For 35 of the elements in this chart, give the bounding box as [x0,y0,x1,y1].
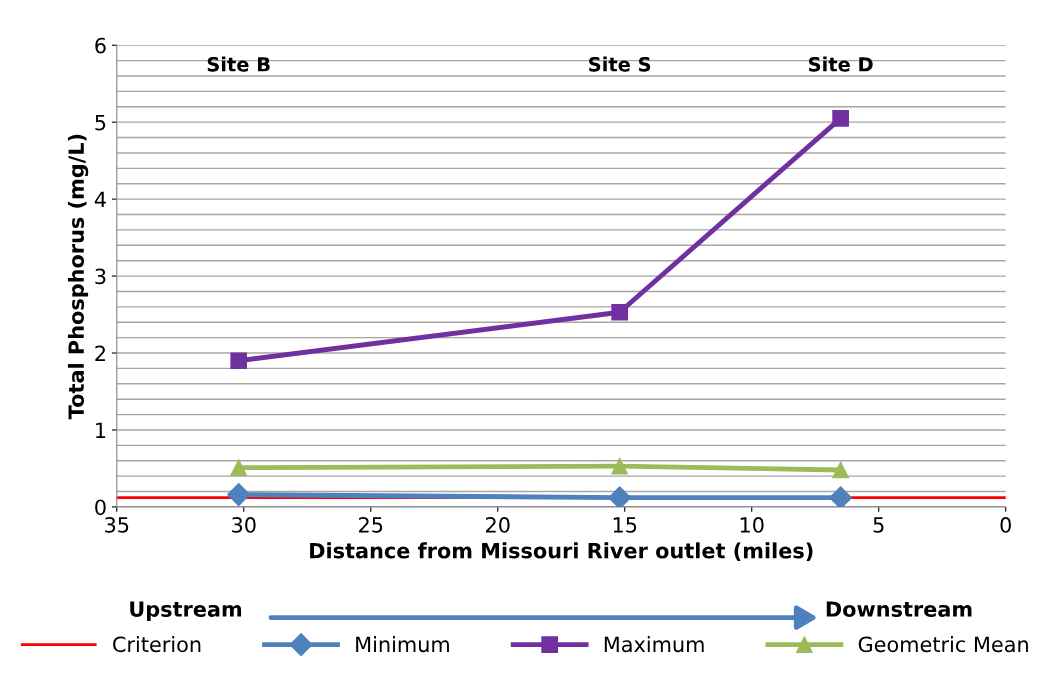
text: Upstream [130,601,242,621]
point [230,352,248,370]
legend-label: Geometric Mean [858,636,1028,653]
y-tick-label: 2 [95,345,105,361]
x-tick-label: 30 [232,517,256,533]
legend-label: Criterion [113,636,201,653]
point [608,486,632,507]
y-tick-label: 1 [96,422,106,438]
point [611,303,628,321]
y-tick-label: 4 [94,191,106,208]
x-tick-label: 25 [359,517,383,533]
point [611,457,628,475]
x-tick-label: 20 [486,517,510,533]
annotation: Site B [207,56,270,72]
x-tick-label: 10 [740,517,764,533]
legend-label: Minimum [356,636,449,653]
y-axis-title: Total Phosphorus (mg/L) [67,134,89,420]
x-axis-title: Distance from Missouri River outlet (miles) [310,542,813,561]
x-tick-label: 5 [873,517,884,533]
y-tick-label: 3 [95,268,106,285]
x-tick-label: 35 [105,517,129,533]
text: Downstream [826,601,972,617]
y-tick-label: 6 [95,37,106,54]
y-tick-label: 5 [95,114,106,131]
annotation: Site S [589,56,651,72]
point [832,109,849,127]
y-tick-label: 0 [95,499,106,516]
legend-label: Maximum [604,636,704,653]
point [227,483,251,507]
point [832,461,849,479]
point [829,486,853,507]
x-tick-label: 0 [1000,517,1011,533]
x-tick-label: 15 [613,517,637,533]
point [230,459,248,477]
annotation: Site D [808,56,873,72]
